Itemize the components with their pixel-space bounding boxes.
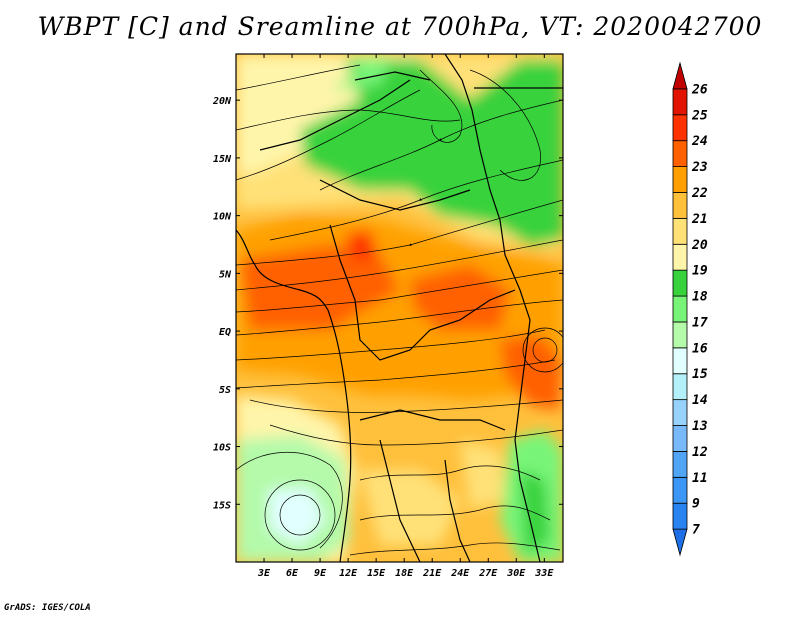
colorbar-swatch [672,192,688,219]
colorbar-swatch [672,295,688,323]
colorbar-label: 11 [692,471,708,486]
colorbar-swatch [672,502,688,530]
y-tick-label: EQ [219,327,231,338]
y-tick-label: 15N [213,154,232,165]
colorbar-label: 9 [692,497,700,512]
x-tick-label: 30E [506,568,526,579]
x-tick-label: 21E [422,568,442,579]
x-tick-label: 18E [395,568,414,579]
colorbar-swatch [672,269,688,297]
colorbar-label: 18 [692,290,708,305]
y-axis: 20N 15N 10N 5N EQ 5S 10S 15S [212,96,563,511]
y-tick-label: 10S [213,443,231,454]
colorbar-swatch [672,114,688,142]
x-tick-label: 24E [450,568,470,579]
colorbar-swatch [672,140,688,167]
colorbar-label: 24 [691,134,708,149]
y-tick-label: 15S [213,500,231,511]
streamlines [236,64,563,556]
y-tick-label: 5S [219,385,231,396]
colorbar-label: 12 [692,445,708,460]
grads-credit: GrADS: IGES/COLA [4,603,91,613]
x-axis: 3E 6E 9E 12E 15E 18E 21E 24E 27E 30E 33E [257,54,554,579]
colorbar-label: 13 [692,419,708,434]
plot-frame [235,53,564,563]
colorbar-label: 14 [692,393,708,408]
colorbar-swatch [672,528,688,557]
colorbar-label: 16 [692,341,708,356]
y-tick-label: 5N [219,269,232,280]
colorbar-label: 7 [692,523,700,538]
coastlines-borders [236,54,563,562]
colorbar-swatch [672,451,688,478]
colorbar-swatch [672,373,688,401]
x-tick-label: 3E [257,568,271,579]
colorbar-label: 17 [692,315,708,330]
colorbar-label: 25 [691,108,708,123]
colorbar-swatch [672,243,688,271]
colorbar-label: 23 [691,160,708,175]
x-tick-label: 33E [534,568,554,579]
colorbar-swatch [672,166,688,193]
colorbar-swatch [672,347,688,375]
colorbar-label: 26 [691,82,708,97]
colorbar-swatch [672,61,688,90]
colorbar-label: 21 [691,212,708,227]
colorbar: 7 9 11 12 13 14 15 16 17 18 19 20 21 22 23 24 25 26 [672,61,708,557]
colorbar-swatch [672,476,688,504]
colorbar-label: 15 [692,367,708,382]
colorbar-label: 20 [691,238,708,253]
x-tick-label: 15E [367,568,386,579]
wbpt-field [236,54,563,562]
colorbar-swatch [672,425,688,452]
x-tick-label: 27E [478,568,498,579]
y-tick-label: 20N [212,96,232,107]
x-tick-label: 12E [339,568,358,579]
colorbar-swatch [672,88,688,116]
colorbar-swatch [672,399,688,426]
colorbar-swatch [672,321,688,349]
x-tick-label: 6E [286,568,299,579]
colorbar-swatch [672,217,688,245]
colorbar-label: 19 [692,264,708,279]
colorbar-label: 22 [691,186,708,201]
x-tick-label: 9E [314,568,327,579]
chart-title: WBPT [C] and Sreamline at 700hPa, VT: 20… [37,12,763,41]
y-tick-label: 10N [213,212,232,223]
